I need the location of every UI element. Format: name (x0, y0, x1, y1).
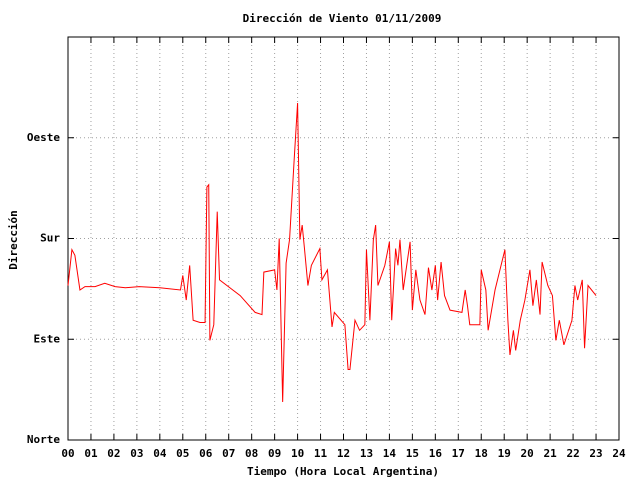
x-tick-label: 07 (222, 447, 235, 460)
x-tick-label: 22 (566, 447, 579, 460)
plot-frame (67, 36, 620, 441)
y-axis-label: Dirección (7, 210, 20, 270)
y-tick-label: Este (34, 332, 61, 345)
x-tick-label: 03 (130, 447, 143, 460)
data-line (67, 103, 597, 402)
x-tick-label: 19 (498, 447, 511, 460)
x-tick-label: 00 (61, 447, 74, 460)
x-tick-label: 12 (337, 447, 350, 460)
x-tick-label: 02 (107, 447, 120, 460)
x-tick-label: 24 (612, 447, 626, 460)
x-tick-label: 14 (383, 447, 397, 460)
x-axis-label: Tiempo (Hora Local Argentina) (247, 465, 439, 478)
x-tick-label: 20 (521, 447, 534, 460)
x-tick-label: 01 (84, 447, 98, 460)
x-tick-label: 13 (360, 447, 373, 460)
x-tick-label: 18 (475, 447, 488, 460)
x-tick-label: 16 (429, 447, 443, 460)
x-tick-label: 04 (153, 447, 167, 460)
x-tick-label: 05 (176, 447, 189, 460)
x-tick-label: 11 (314, 447, 328, 460)
x-tick-label: 17 (452, 447, 465, 460)
y-tick-label: Norte (27, 433, 60, 446)
x-tick-label: 08 (245, 447, 258, 460)
x-tick-label: 10 (291, 447, 304, 460)
x-tick-label: 06 (199, 447, 213, 460)
x-tick-label: 21 (544, 447, 558, 460)
chart-title: Dirección de Viento 01/11/2009 (243, 12, 442, 25)
x-tick-label: 15 (406, 447, 419, 460)
y-tick-label: Sur (40, 232, 60, 245)
x-tick-label: 23 (589, 447, 602, 460)
y-tick-label: Oeste (27, 131, 60, 144)
x-tick-label: 09 (268, 447, 281, 460)
